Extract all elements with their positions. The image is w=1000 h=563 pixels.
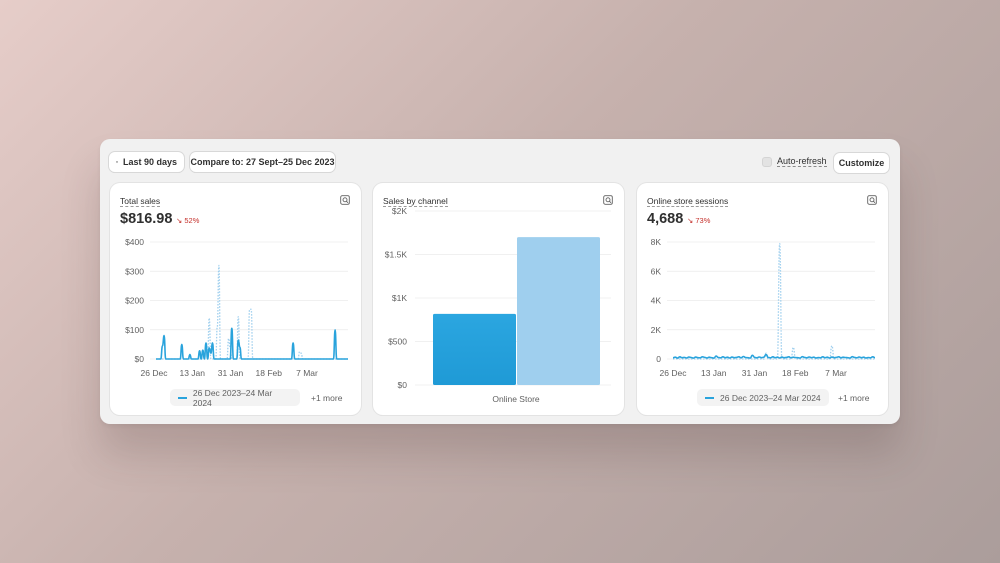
y-tick-label: $1.5K [385,250,408,260]
y-tick-label: 0 [656,354,661,364]
compare-series-line [672,242,875,360]
legend-label: 26 Dec 2023–24 Mar 2024 [192,387,273,408]
x-tick-label: 7 Mar [825,368,847,378]
date-range-label: Last 90 days [122,157,177,167]
y-tick-label: 8K [651,237,662,247]
card-title[interactable]: Online store sessions [647,196,729,207]
y-tick-label: $0 [135,354,145,364]
auto-refresh-label: Auto-refresh [777,156,827,167]
sales-by-channel-chart: $0 $500 $1K $1.5K $2K Online Store [385,206,611,404]
explore-report-icon[interactable] [867,195,877,205]
y-tick-label: $0 [398,380,408,390]
x-tick-label: 31 Jan [742,368,768,378]
legend-label: 26 Dec 2023–24 Mar 2024 [720,392,821,403]
total-sales-delta: ↘ 52% [176,216,199,225]
explore-report-icon[interactable] [340,195,350,205]
trend-down-arrow-icon: ↘ [176,216,183,225]
auto-refresh-toggle[interactable]: Auto-refresh [762,156,827,167]
card-title[interactable]: Sales by channel [383,196,448,207]
compare-button[interactable]: Compare to: 27 Sept–25 Dec 2023 [190,152,335,172]
y-tick-label: $100 [125,325,144,335]
current-series-line [672,353,876,359]
legend-more[interactable]: +1 more [838,393,870,403]
sessions-card[interactable]: Online store sessions 4,688 ↘ 73% 0 2K 4K 6… [637,183,888,415]
dashboard-panel: Last 90 days Compare to: 27 Sept–25 Dec … [100,139,900,424]
sessions-delta: ↘ 73% [687,216,710,225]
legend-swatch [705,396,714,399]
delta-percent: 52% [184,216,200,225]
total-sales-card[interactable]: Total sales $816.98 ↘ 52% $0 $100 $200 $300… [110,183,361,415]
sales-by-channel-card[interactable]: Sales by channel $0 $500 $1K $1.5K $2K Online… [373,183,624,415]
total-sales-chart: $0 $100 $200 $300 $400 26 Dec 13 Jan 31 Jan 18 F… [125,237,348,378]
y-tick-label: $200 [125,296,144,306]
sessions-chart: 0 2K 4K 6K 8K 26 Dec 13 Jan 31 Jan 18 Feb 7 Mar [651,237,876,378]
card-title[interactable]: Total sales [120,196,161,207]
x-tick-label: 7 Mar [296,368,318,378]
delta-percent: 73% [695,216,711,225]
x-tick-label: 26 Dec [660,368,688,378]
date-range-button[interactable]: Last 90 days [109,152,184,172]
y-tick-label: 6K [651,266,662,276]
current-bar [433,313,516,385]
x-tick-label: 26 Dec [141,368,169,378]
trend-down-arrow-icon: ↘ [687,216,694,225]
x-tick-label: 18 Feb [256,368,283,378]
explore-report-icon[interactable] [603,195,613,205]
y-tick-label: $500 [388,337,407,347]
calendar-icon [116,161,118,163]
y-tick-label: 2K [651,325,662,335]
customize-button[interactable]: Customize [834,153,889,173]
auto-refresh-checkbox[interactable] [762,156,772,167]
x-tick-label: 31 Jan [218,368,244,378]
x-tick-label: 13 Jan [701,368,727,378]
total-sales-value: $816.98 [120,211,173,227]
y-tick-label: $400 [125,237,144,247]
x-tick-label: 13 Jan [179,368,205,378]
y-tick-label: $2K [392,206,407,216]
x-category-label: Online Store [492,394,540,404]
x-tick-label: 18 Feb [782,368,809,378]
sessions-value: 4,688 [647,211,684,227]
compare-label: Compare to: 27 Sept–25 Dec 2023 [190,157,335,167]
legend-swatch [178,396,187,399]
current-series-line [155,327,348,360]
legend-item[interactable]: 26 Dec 2023–24 Mar 2024 [170,387,300,408]
y-tick-label: $1K [392,293,407,303]
y-tick-label: 4K [651,296,662,306]
compare-series-line [155,264,348,360]
legend-item[interactable]: 26 Dec 2023–24 Mar 2024 [697,389,829,406]
customize-label: Customize [838,158,885,168]
legend-more[interactable]: +1 more [311,393,343,403]
y-tick-label: $300 [125,266,144,276]
compare-bar [517,237,600,385]
